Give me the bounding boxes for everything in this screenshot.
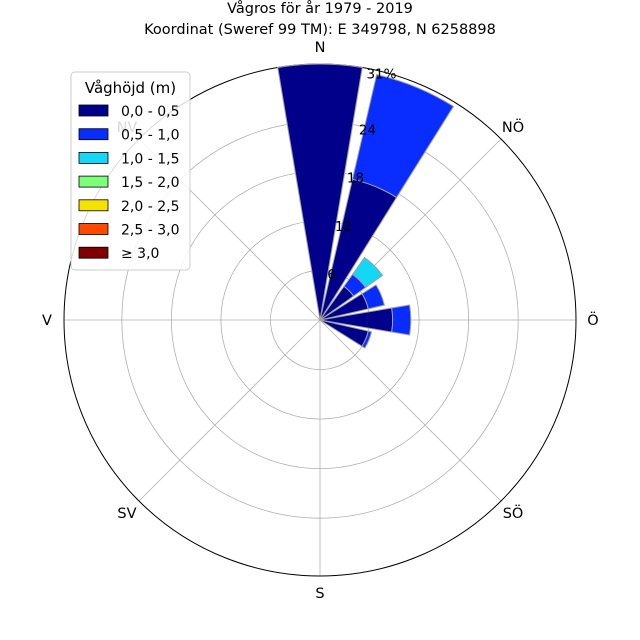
bar-segment-2-2 [351, 256, 384, 289]
legend-swatch [78, 128, 109, 141]
radial-tick-labels: 6 12 18 24 31% [327, 67, 396, 283]
bar-segment-3-1 [361, 284, 385, 310]
legend-swatch [78, 223, 109, 235]
legend-swatch [78, 199, 109, 212]
bar-segment-4-1 [391, 304, 412, 336]
legend-label: 1,0 - 1,5 [121, 151, 179, 167]
legend-swatch [78, 246, 109, 259]
legend-swatch [78, 104, 109, 117]
direction-label: S [315, 586, 324, 602]
legend-label: 2,0 - 2,5 [121, 199, 179, 215]
bar-segment-1-1 [351, 73, 455, 199]
direction-label: NÖ [502, 118, 524, 136]
legend-frame [70, 71, 191, 271]
direction-label: Ö [587, 311, 598, 329]
radial-tick-label: 12 [335, 219, 352, 235]
legend-title: Våghöjd (m) [85, 79, 176, 97]
legend-items: 0,0 - 0,5 0,5 - 1,0 1,0 - 1,5 1,5 - 2,0 2,0 … [78, 104, 179, 262]
legend: Våghöjd (m) 0,0 - 0,5 0,5 - 1,0 1,0 - 1,5 1… [70, 71, 191, 271]
bar-segment-0-0 [277, 63, 363, 321]
chart-subtitle: Koordinat (Sweref 99 TM): E 349798, N 62… [144, 22, 496, 38]
direction-label: SÖ [503, 504, 524, 522]
radial-tick-label: 31% [366, 67, 396, 83]
bar-segment-5-1 [361, 330, 373, 349]
direction-label: V [42, 313, 52, 329]
radial-tick-label: 6 [327, 267, 336, 283]
direction-label: N [315, 40, 326, 56]
grid-spoke [138, 319, 321, 502]
rose-bars [277, 63, 455, 349]
legend-swatch [78, 151, 109, 164]
legend-label: 2,5 - 3,0 [121, 223, 179, 239]
legend-label: ≥ 3,0 [121, 246, 159, 262]
legend-label: 0,0 - 0,5 [121, 104, 179, 120]
legend-swatch [78, 175, 109, 188]
grid-spoke [319, 319, 502, 502]
radial-tick-label: 18 [347, 171, 364, 187]
radial-tick-label: 24 [359, 123, 376, 139]
direction-label: SV [117, 506, 136, 522]
legend-label: 0,5 - 1,0 [121, 128, 179, 144]
chart-title: Vågros för år 1979 - 2019 [227, 0, 413, 17]
legend-label: 1,5 - 2,0 [121, 175, 179, 191]
